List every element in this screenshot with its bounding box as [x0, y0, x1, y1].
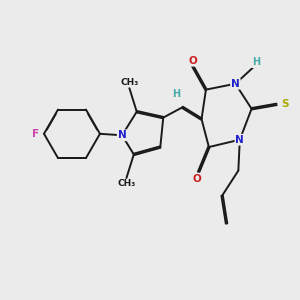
- Text: N: N: [236, 135, 244, 145]
- Text: O: O: [188, 56, 197, 66]
- Text: H: H: [252, 57, 260, 67]
- Text: N: N: [118, 130, 126, 140]
- Text: CH₃: CH₃: [117, 179, 136, 188]
- Text: H: H: [172, 89, 181, 99]
- Text: F: F: [32, 129, 40, 139]
- Text: N: N: [231, 79, 240, 89]
- Text: S: S: [281, 99, 289, 110]
- Text: CH₃: CH₃: [120, 78, 139, 87]
- Text: O: O: [193, 174, 202, 184]
